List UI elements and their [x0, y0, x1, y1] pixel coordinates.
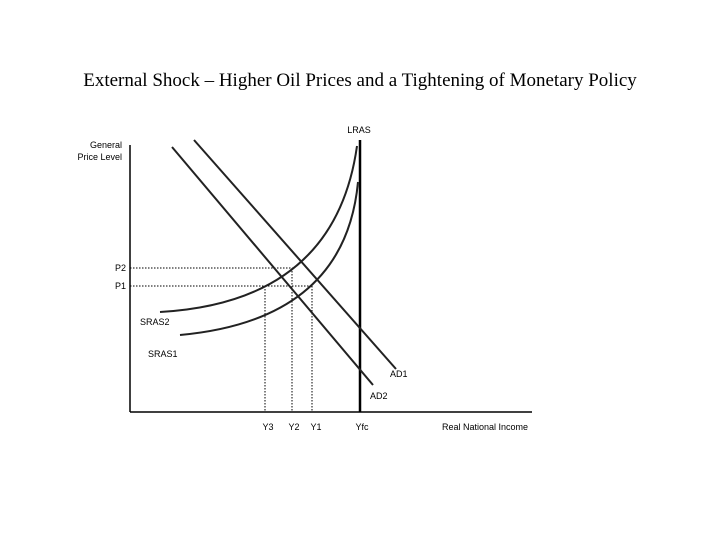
yfc-label: Yfc [355, 422, 369, 432]
ad1-label: AD1 [390, 369, 408, 379]
p1-label: P1 [115, 281, 126, 291]
sras1-curve [179, 181, 359, 336]
ad1-line [193, 139, 397, 370]
ad2-label: AD2 [370, 391, 388, 401]
x-axis-label: Real National Income [442, 422, 528, 432]
y3-label: Y3 [262, 422, 273, 432]
y-axis-label: Price Level [77, 152, 122, 162]
y1-label: Y1 [310, 422, 321, 432]
y-axis-label: General [90, 140, 122, 150]
p2-label: P2 [115, 263, 126, 273]
sras1-label: SRAS1 [148, 349, 178, 359]
sras2-label: SRAS2 [140, 317, 170, 327]
sras2-curve [159, 145, 358, 313]
lras-label: LRAS [347, 125, 371, 135]
ad2-line [171, 146, 374, 386]
y2-label: Y2 [288, 422, 299, 432]
title: External Shock – Higher Oil Prices and a… [83, 70, 637, 91]
